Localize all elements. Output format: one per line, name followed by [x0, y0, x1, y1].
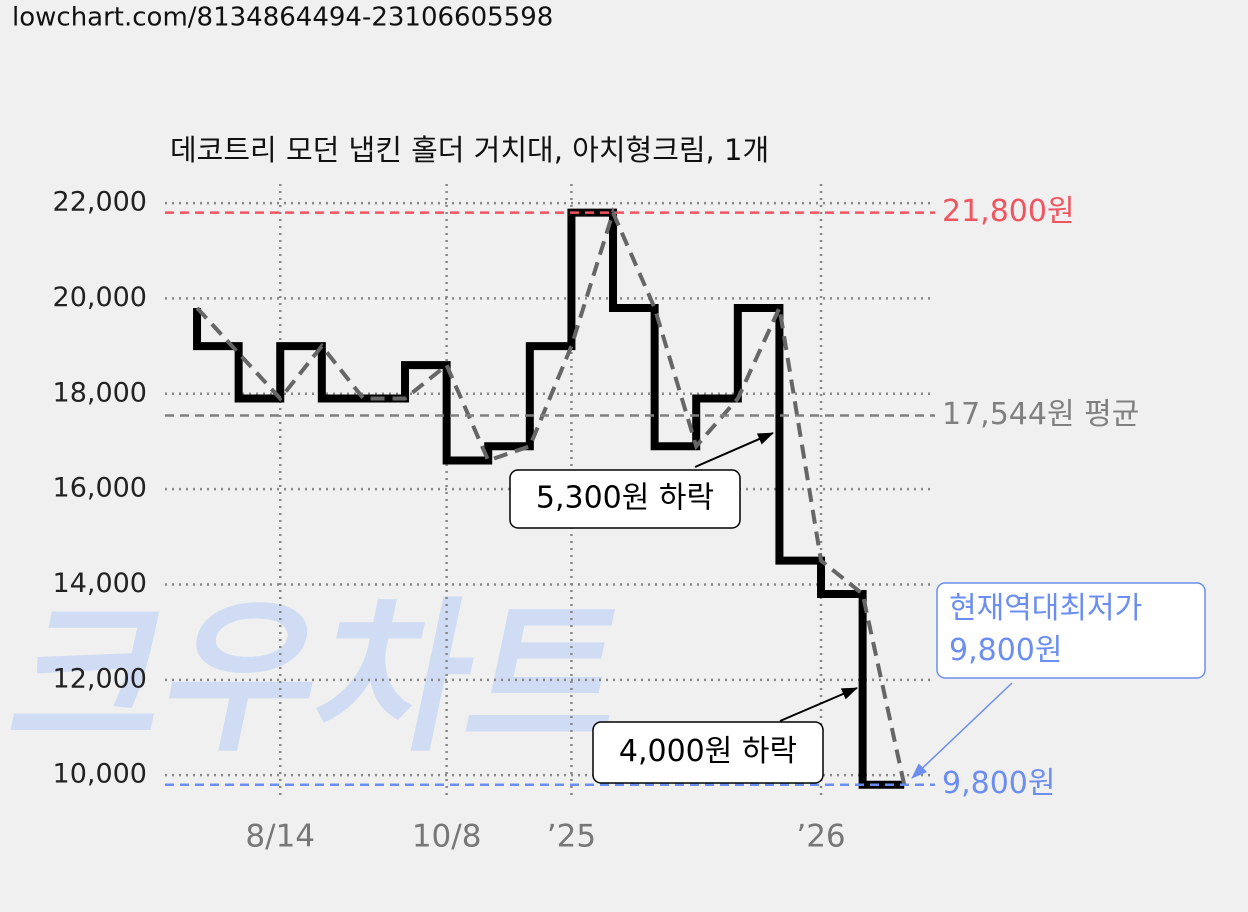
y-tick-label: 10,000	[53, 759, 147, 790]
y-tick-label: 18,000	[53, 377, 147, 408]
trend-line	[195, 206, 907, 786]
price-line	[193, 208, 905, 789]
annotation-text: 4,000원 하락	[619, 734, 797, 769]
annotation-text: 9,800원	[949, 633, 1062, 668]
annotation-arrow	[911, 682, 1013, 779]
ref-label: 9,800원	[942, 766, 1055, 801]
x-tick-label: 10/8	[412, 819, 482, 855]
ref-label: 21,800원	[942, 194, 1075, 229]
x-tick-label: 8/14	[245, 819, 315, 855]
y-tick-label: 14,000	[53, 568, 147, 599]
y-tick-label: 12,000	[53, 663, 147, 694]
y-tick-label: 22,000	[53, 187, 147, 218]
x-tick-label: ’25	[547, 819, 596, 855]
url: lowchart.com/8134864494-23106605598	[12, 3, 553, 33]
annotation-arrow	[779, 687, 858, 722]
annotation-box	[592, 721, 824, 784]
x-tick-label: ’26	[796, 819, 845, 855]
annotation-text: 현재역대최저가	[949, 591, 1142, 626]
annotation-text: 5,300원 하락	[536, 481, 714, 516]
annotation-arrow	[694, 432, 774, 468]
chart-title: 데코트리 모던 냅킨 홀더 거치대, 아치형크림, 1개	[170, 133, 769, 167]
y-tick-label: 16,000	[53, 473, 147, 504]
ref-label: 17,544원 평균	[942, 397, 1139, 432]
annotation-box	[509, 469, 741, 529]
y-tick-label: 20,000	[53, 282, 147, 313]
annotation-box	[936, 582, 1206, 679]
